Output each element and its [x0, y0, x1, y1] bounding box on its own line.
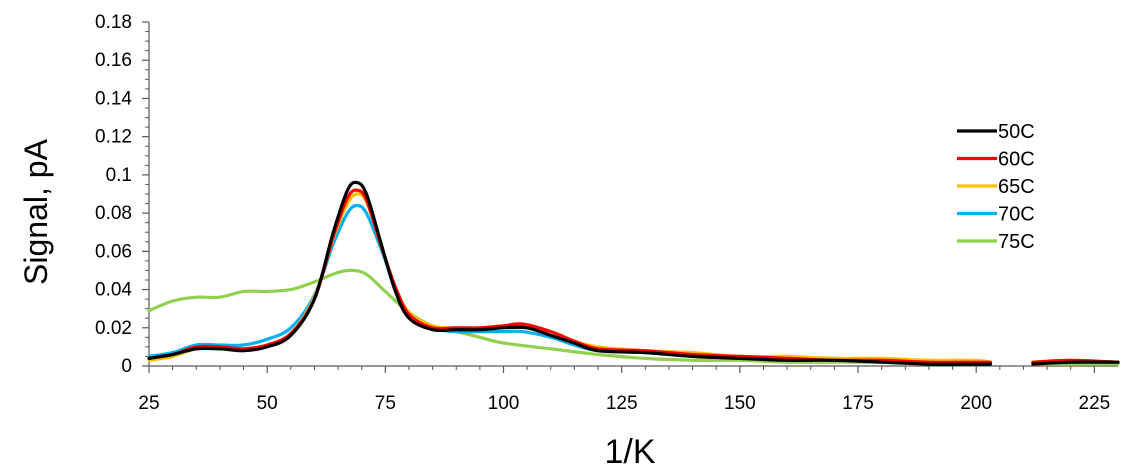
x-tick-label: 50: [257, 393, 278, 414]
legend-label-70c: 70C: [998, 204, 1035, 226]
x-tick-label: 25: [138, 393, 159, 414]
y-tick-label: 0.14: [95, 88, 132, 109]
y-tick-label: 0.12: [95, 127, 132, 148]
legend: 50C 60C 65C 70C 75C: [957, 121, 1035, 253]
x-tick-label: 175: [842, 393, 874, 414]
x-axis-title: 1/K: [604, 433, 655, 469]
y-tick-label: 0.16: [95, 50, 132, 71]
y-tick-label: 0.02: [95, 318, 132, 339]
y-axis-title: Signal, pA: [18, 138, 54, 285]
series-line-65c: [147, 192, 1120, 364]
x-tick-label: 100: [488, 393, 520, 414]
x-tick-label: 150: [724, 393, 756, 414]
legend-label-75c: 75C: [998, 231, 1035, 253]
x-tick-label: 200: [960, 393, 992, 414]
series-line-70c: [147, 203, 1120, 364]
y-tick-label: 0.18: [95, 12, 132, 33]
y-tick-label: 0.04: [95, 280, 132, 301]
series-line-50c: [147, 180, 1120, 366]
y-tick-label: 0: [121, 356, 132, 377]
axes: 0 0.02 0.04 0.06 0.08 0.1 0.12 0.14 0.16 0.18 25 50…: [95, 12, 1118, 414]
x-tick-label: 225: [1079, 393, 1111, 414]
legend-label-60c: 60C: [998, 149, 1035, 171]
legend-label-50c: 50C: [998, 121, 1035, 143]
plot-area: [147, 180, 1120, 366]
x-tick-label: 75: [375, 393, 396, 414]
y-tick-label: 0.06: [95, 241, 132, 262]
y-tick-label: 0.08: [95, 203, 132, 224]
y-tick-label: 0.1: [106, 165, 132, 186]
legend-label-65c: 65C: [998, 176, 1035, 198]
series-line-60c: [147, 188, 1120, 364]
x-tick-label: 125: [606, 393, 638, 414]
